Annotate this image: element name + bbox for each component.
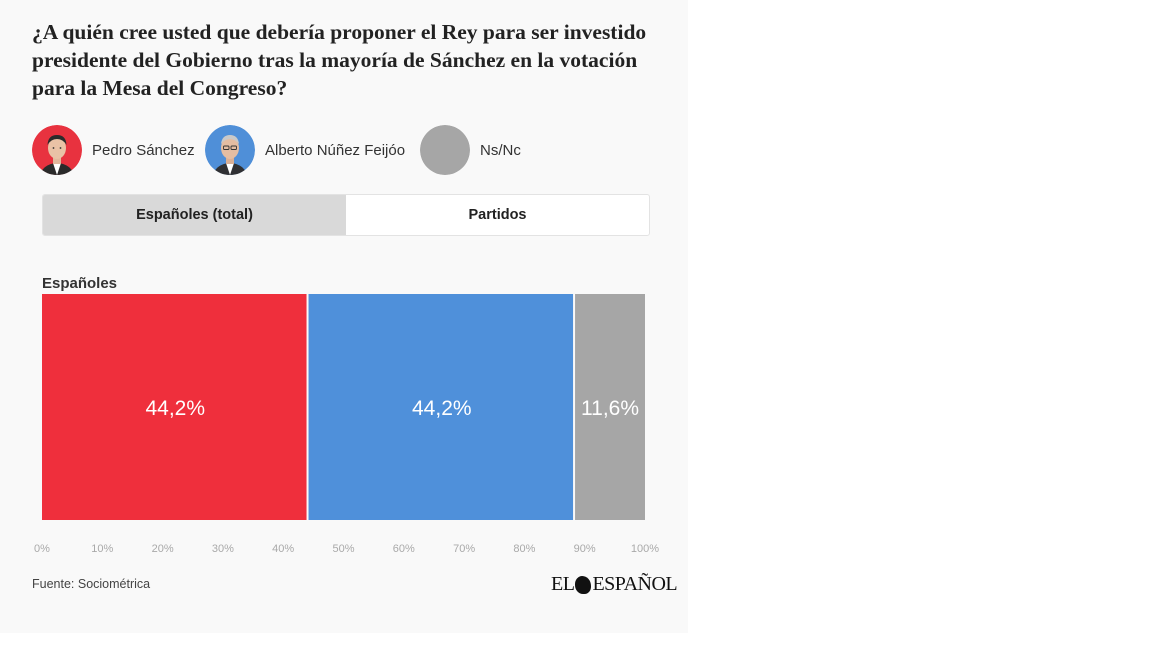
x-tick-label: 50% [332,543,354,555]
bar-group-label: Españoles [42,275,118,292]
bar-segment-3 [575,294,645,520]
lion-logo-icon [575,575,592,594]
grey-circle-icon [420,125,470,175]
x-tick-label: 0% [34,543,50,555]
legend-item-sanchez: Pedro Sánchez [32,124,195,176]
x-tick-label: 70% [453,543,475,555]
x-tick-label: 90% [574,543,596,555]
legend-item-feijoo: Alberto Núñez Feijóo [205,124,405,176]
legend-label: Alberto Núñez Feijóo [265,141,406,159]
x-tick-label: 60% [393,543,415,555]
bar-value-label: 44,2% [145,397,205,420]
bar-segment-1 [42,294,307,520]
person-portrait-icon [205,125,255,175]
legend-label: Pedro Sánchez [92,141,195,159]
bar-value-label: 11,6% [581,397,639,420]
x-tick-label: 40% [272,543,294,555]
el-espanol-logo: EL ESPAÑOL [551,573,678,595]
chart-question-title: ¿A quién cree usted que debería proponer… [32,20,647,100]
source-note: Fuente: Sociométrica [32,577,151,591]
legend-label: Ns/Nc [480,141,521,159]
x-tick-label: 20% [152,543,174,555]
view-tabs: Españoles (total) Partidos [42,194,650,236]
tab-partidos[interactable]: Partidos [468,207,527,223]
x-tick-label: 100% [631,543,659,555]
x-tick-label: 30% [212,543,234,555]
stacked-bar-chart: 44,2% 44,2% 11,6% 0% 10% 20% 30% 40% 50% 60% 70% 80… [34,294,659,555]
bar-segment-2 [308,294,574,520]
legend-item-nsnc: Ns/Nc [420,124,521,176]
bar-value-label: 44,2% [412,397,472,420]
chart-card: ¿A quién cree usted que debería proponer… [32,20,678,595]
tab-espanoles-total[interactable]: Españoles (total) [43,195,346,235]
person-portrait-icon [32,125,82,175]
x-tick-label: 10% [91,543,113,555]
x-tick-label: 80% [513,543,535,555]
